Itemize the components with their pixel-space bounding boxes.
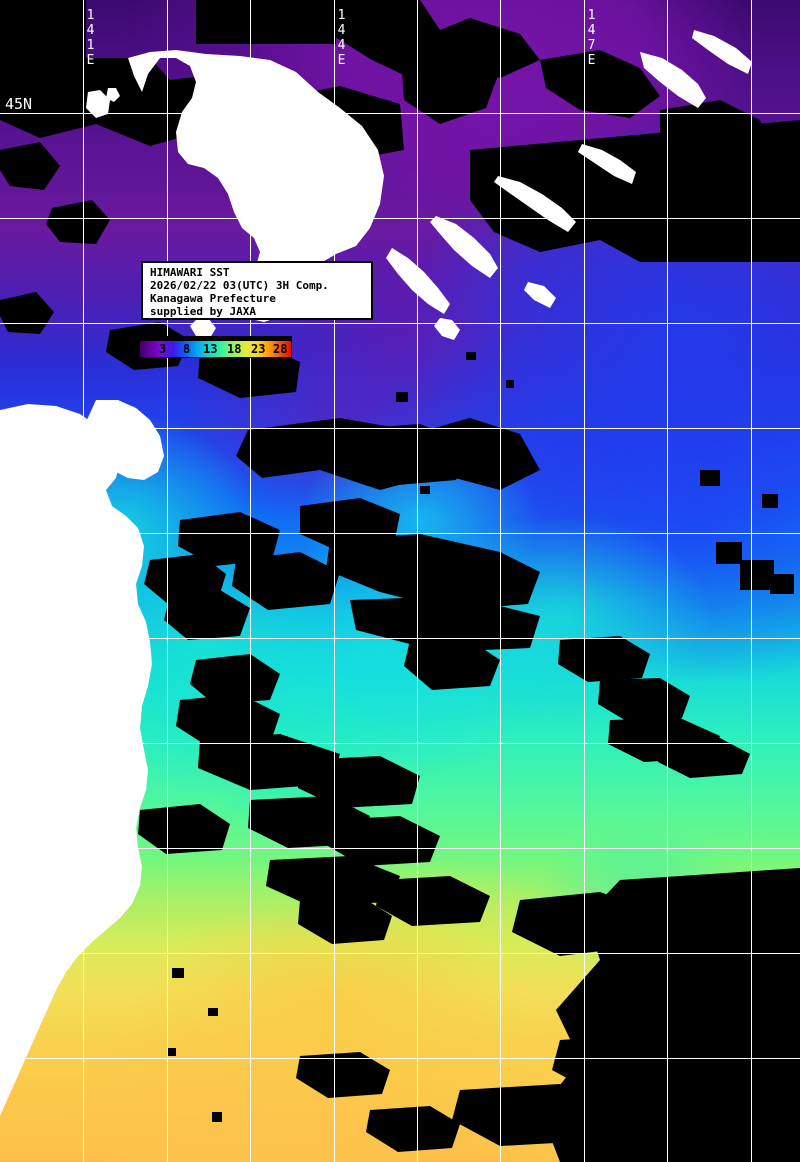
colorbar-tick-18: 18 xyxy=(227,342,242,356)
gridline-lat xyxy=(0,533,800,534)
gridline-lon xyxy=(334,0,335,1162)
lon-label-141e: 141E xyxy=(83,8,98,68)
landmass-kuril-small3 xyxy=(190,318,216,338)
landmass-kuril-iturup xyxy=(430,216,498,278)
landmass-kuril-onekotan xyxy=(640,52,706,108)
landmass-kuril-urup xyxy=(494,176,576,232)
gridline-lat xyxy=(0,323,800,324)
colorbar-tick-13: 13 xyxy=(203,342,218,356)
gridline-lon xyxy=(167,0,168,1162)
gridline-lat xyxy=(0,1058,800,1059)
product-info-box: HIMAWARI SST 2026/02/22 03(UTC) 3H Comp.… xyxy=(141,261,373,320)
landmass-small-islet-b xyxy=(0,630,18,648)
gridline-lon xyxy=(751,0,752,1162)
gridline-lat xyxy=(0,428,800,429)
gridline-lat xyxy=(0,953,800,954)
gridline-lon xyxy=(83,0,84,1162)
gridline-lat xyxy=(0,638,800,639)
landmass-rebun xyxy=(106,88,120,102)
gridline-lon xyxy=(500,0,501,1162)
landmass-hokkaido xyxy=(128,50,384,322)
landmass-kuril-simushir xyxy=(578,144,636,184)
product-credit: supplied by JAXA xyxy=(150,305,256,318)
gridline-lon xyxy=(584,0,585,1162)
colorbar-tick-28: 28 xyxy=(273,342,288,356)
lon-label-147e: 147E xyxy=(584,8,599,68)
colorbar-tick-3: 3 xyxy=(159,342,167,356)
colorbar-tick-23: 23 xyxy=(251,342,266,356)
landmass-kuril-small1 xyxy=(524,282,556,308)
landmass-sado xyxy=(46,908,74,930)
colorbar-gradient xyxy=(140,341,291,357)
landmass-rishiri xyxy=(86,90,110,118)
landmass-small-islet-a xyxy=(62,612,78,628)
product-title: HIMAWARI SST xyxy=(150,266,230,279)
gridline-lat xyxy=(0,113,800,114)
product-region: Kanagawa Prefecture xyxy=(150,292,276,305)
lat-label-45n: 45N xyxy=(5,95,33,113)
landmass-sakhalin-se xyxy=(692,30,752,74)
landmass-honshu xyxy=(0,404,152,1116)
landmass-kuril-shikotan xyxy=(434,318,460,340)
temperature-colorbar: 3 8 13 18 23 28 xyxy=(135,336,292,358)
lon-label-144e: 144E xyxy=(334,8,349,68)
colorbar-tick-8: 8 xyxy=(183,342,191,356)
gridline-lon xyxy=(417,0,418,1162)
gridline-lat xyxy=(0,848,800,849)
gridline-lon xyxy=(667,0,668,1162)
product-timestamp: 2026/02/22 03(UTC) 3H Comp. xyxy=(150,279,329,292)
gridline-lat xyxy=(0,743,800,744)
gridline-lat xyxy=(0,218,800,219)
landmass-kuril-kunashir xyxy=(386,248,450,314)
gridline-lon xyxy=(250,0,251,1162)
